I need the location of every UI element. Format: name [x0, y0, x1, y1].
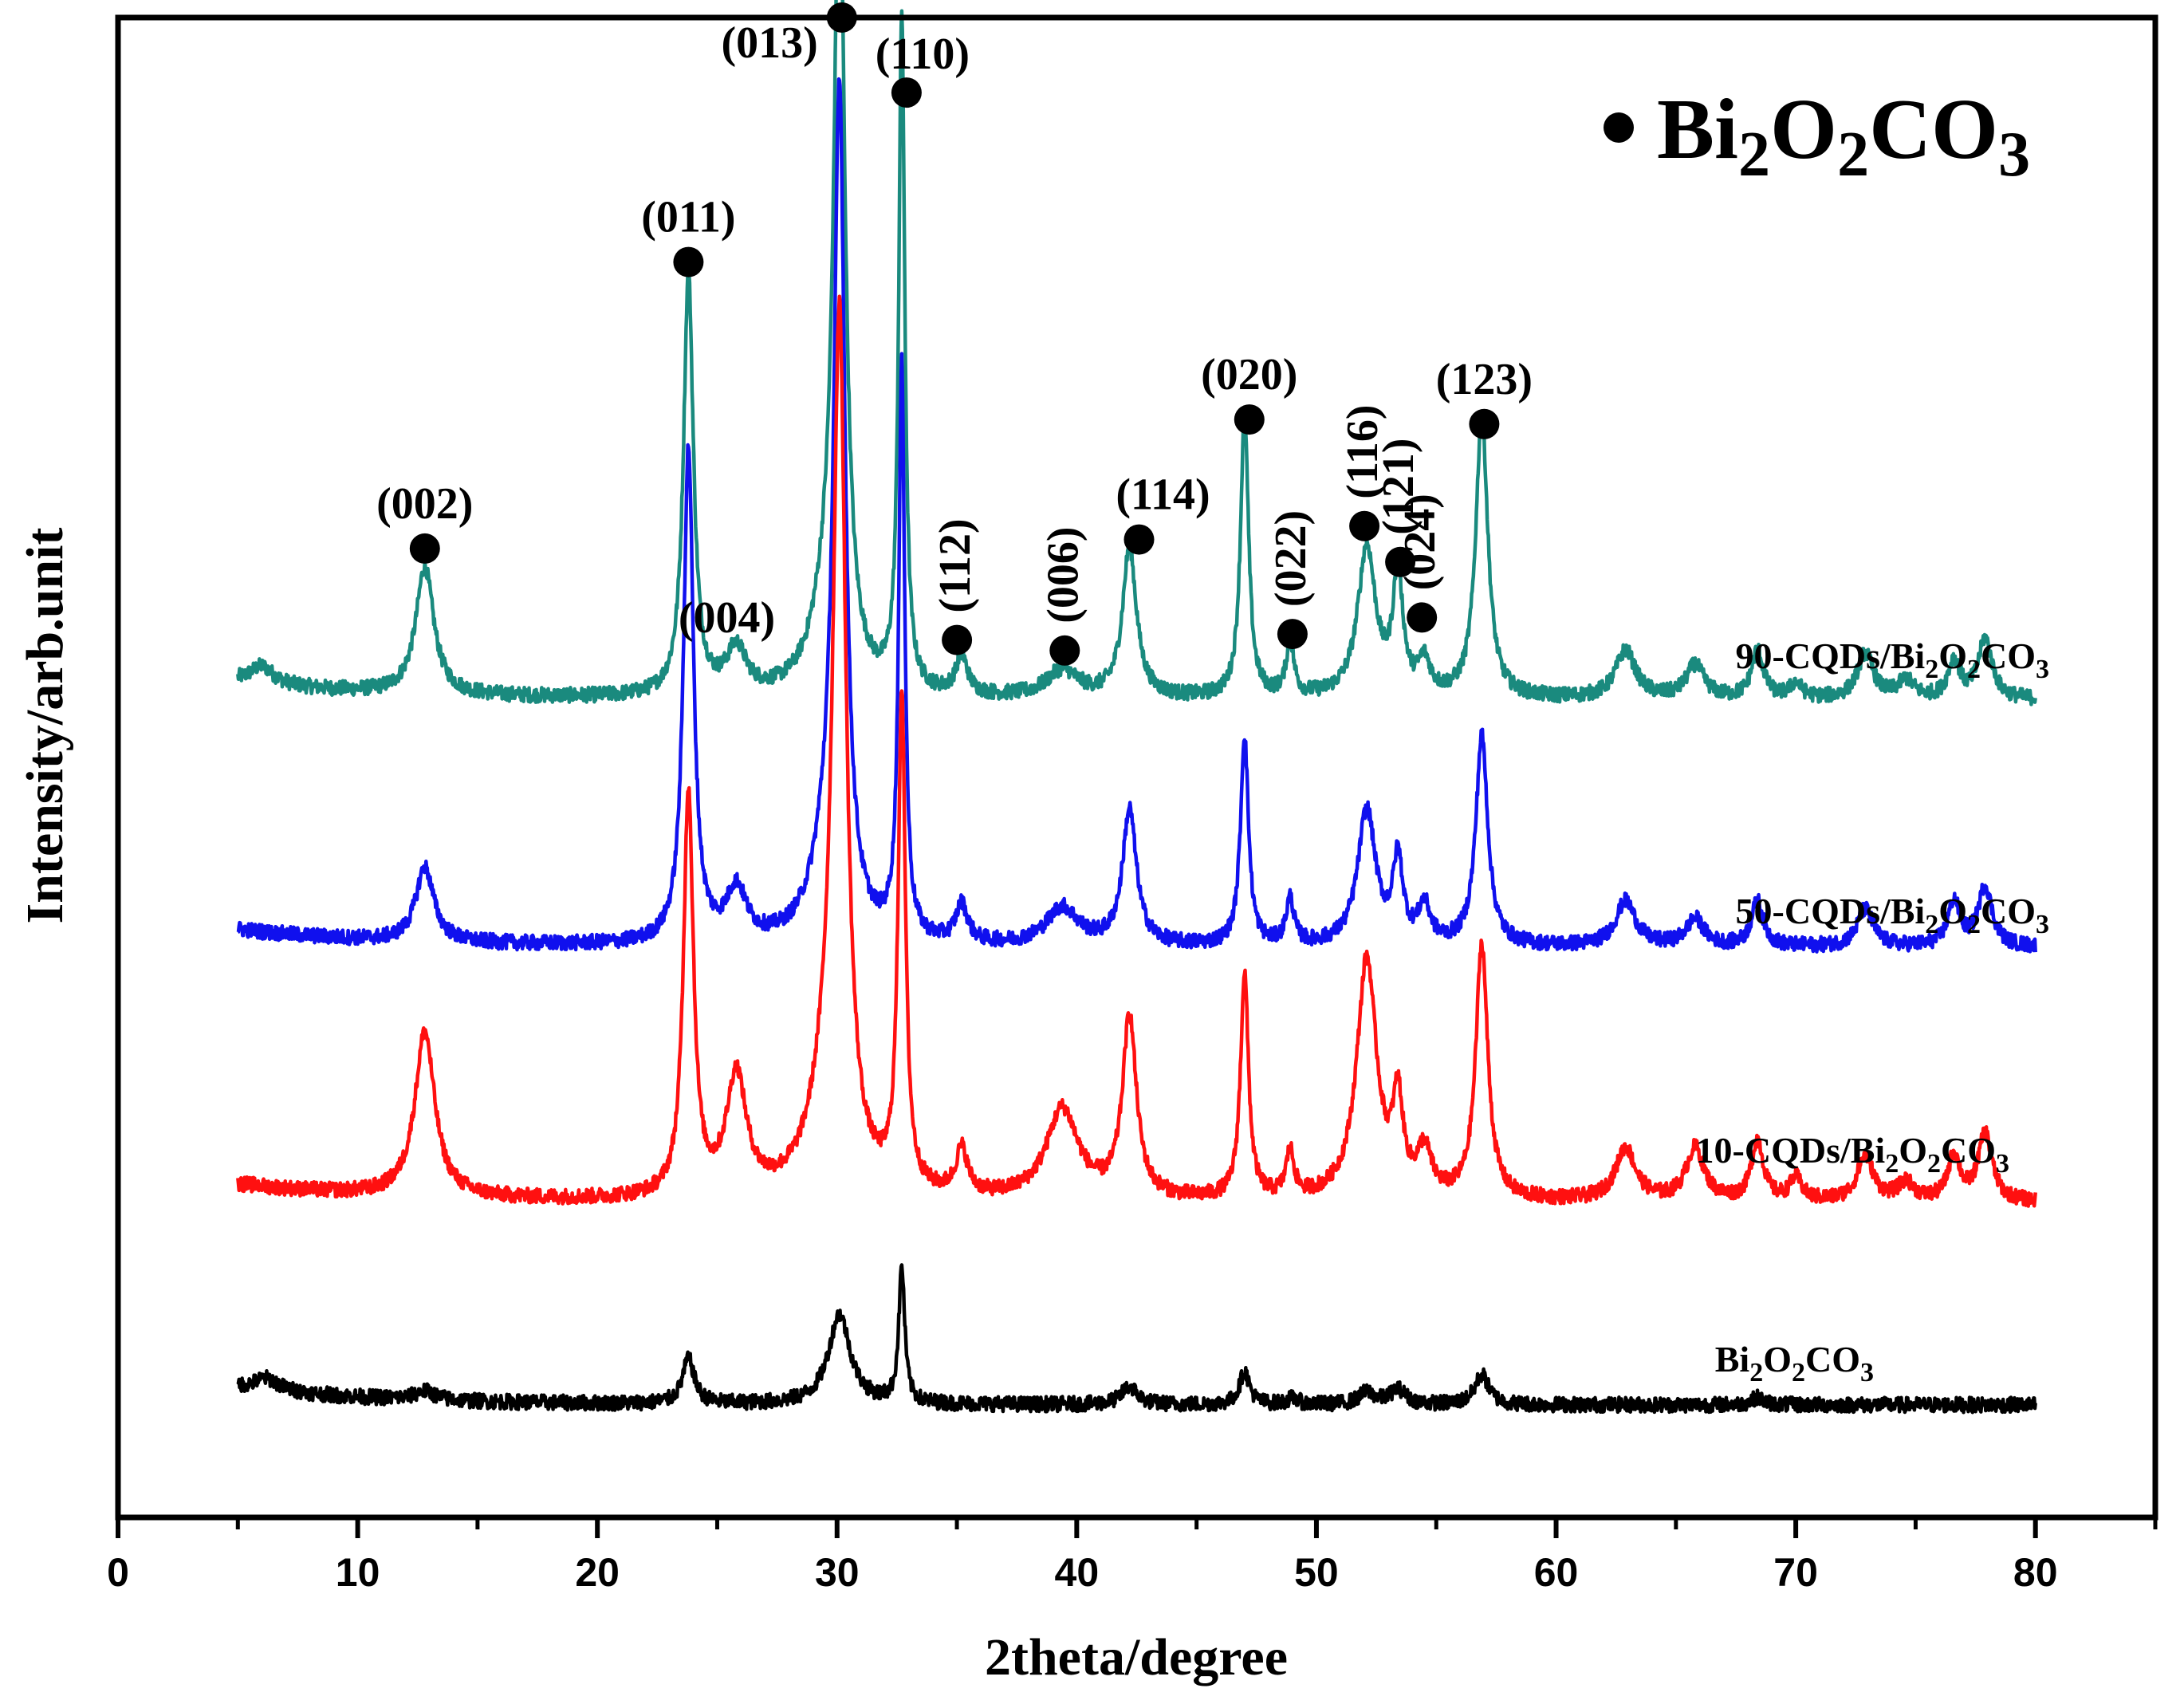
- series-line-4: [236, 1263, 2037, 1415]
- x-tick-label: 80: [2013, 1550, 2058, 1595]
- miller-index-label: (022): [1266, 510, 1316, 607]
- x-tick-label: 20: [575, 1550, 620, 1595]
- x-tick-label: 70: [1773, 1550, 1818, 1595]
- series-line-3: [236, 294, 2037, 1208]
- legend-marker: [1604, 112, 1634, 143]
- miller-index-label: (116): [1338, 404, 1387, 498]
- x-tick-label: 50: [1294, 1550, 1339, 1595]
- peak-marker: [1277, 619, 1308, 650]
- peak-marker: [1049, 635, 1080, 666]
- x-tick-label: 40: [1055, 1550, 1100, 1595]
- series-line-2: [236, 77, 2037, 954]
- axes-layer: [115, 14, 2158, 1521]
- x-tick-label: 10: [336, 1550, 380, 1595]
- series-label-2: 50-CQDs/Bi2O2CO3: [1736, 891, 2049, 939]
- miller-index-label: (121): [1374, 439, 1423, 535]
- miller-index-label: (011): [641, 193, 735, 242]
- miller-index-label: (004): [679, 593, 775, 643]
- y-axis-title: Intensity/arb.unit: [16, 528, 74, 924]
- x-axis-title: 2theta/degree: [985, 1628, 1288, 1686]
- miller-index-label: (013): [722, 18, 818, 68]
- series-label-3: 10-CQDs/Bi2O2CO3: [1696, 1130, 2009, 1179]
- miller-index-label: (114): [1116, 470, 1210, 520]
- label-layer: 2theta/degree Intensity/arb.unit: [16, 528, 1288, 1686]
- peak-marker: [1349, 510, 1380, 541]
- peak-marker: [1234, 404, 1265, 435]
- miller-index-label: (110): [876, 30, 970, 79]
- peak-marker: [942, 624, 973, 655]
- x-tick-label: 60: [1534, 1550, 1579, 1595]
- legend-label: Bi2O2CO3: [1657, 82, 2030, 190]
- peak-marker: [673, 246, 704, 277]
- x-tick-label: 30: [815, 1550, 860, 1595]
- tick-layer: 0 10 20 30 40 50 60 70 80: [107, 1517, 2158, 1595]
- series-label-layer: 90-CQDs/Bi2O2CO3 50-CQDs/Bi2O2CO3 10-CQDs/…: [1696, 636, 2049, 1387]
- miller-index-label: (002): [376, 479, 473, 529]
- peak-marker: [1385, 546, 1416, 577]
- series-line-1: [236, 0, 2037, 706]
- peak-marker: [1407, 602, 1438, 633]
- series-label-1: 90-CQDs/Bi2O2CO3: [1736, 636, 2049, 684]
- miller-index-label: (112): [931, 518, 980, 612]
- x-tick-label: 0: [107, 1550, 129, 1595]
- series-layer: [236, 0, 2037, 1415]
- peak-marker: [891, 77, 922, 108]
- peak-marker: [1469, 408, 1500, 439]
- legend: Bi2O2CO3: [1604, 82, 2030, 190]
- plot-frame: [115, 14, 2158, 1521]
- miller-index-label: (024): [1395, 494, 1445, 590]
- peak-marker: [409, 533, 440, 564]
- miller-index-label: (020): [1201, 350, 1297, 399]
- peak-marker: [1123, 524, 1155, 555]
- miller-index-label: (123): [1436, 355, 1533, 404]
- miller-index-label: (006): [1038, 527, 1088, 624]
- series-label-4: Bi2O2CO3: [1715, 1339, 1874, 1387]
- marker-layer: [409, 2, 1500, 666]
- annotation-layer: (002) (011) (004) (013) (110) (112) (006) (114)…: [376, 18, 1533, 643]
